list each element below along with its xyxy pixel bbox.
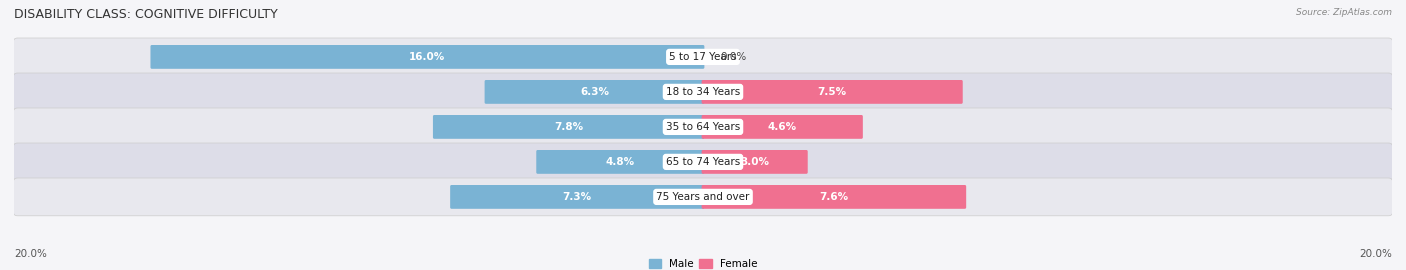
FancyBboxPatch shape bbox=[14, 178, 1392, 216]
FancyBboxPatch shape bbox=[702, 115, 863, 139]
FancyBboxPatch shape bbox=[433, 115, 704, 139]
Legend: Male, Female: Male, Female bbox=[648, 259, 758, 269]
Text: 65 to 74 Years: 65 to 74 Years bbox=[666, 157, 740, 167]
FancyBboxPatch shape bbox=[702, 150, 807, 174]
Text: 5 to 17 Years: 5 to 17 Years bbox=[669, 52, 737, 62]
FancyBboxPatch shape bbox=[14, 143, 1392, 181]
FancyBboxPatch shape bbox=[14, 73, 1392, 111]
Text: 7.5%: 7.5% bbox=[818, 87, 846, 97]
Text: DISABILITY CLASS: COGNITIVE DIFFICULTY: DISABILITY CLASS: COGNITIVE DIFFICULTY bbox=[14, 8, 278, 21]
Text: 20.0%: 20.0% bbox=[1360, 249, 1392, 259]
Text: 7.3%: 7.3% bbox=[562, 192, 592, 202]
FancyBboxPatch shape bbox=[14, 108, 1392, 146]
Text: 0.0%: 0.0% bbox=[720, 52, 747, 62]
FancyBboxPatch shape bbox=[14, 38, 1392, 76]
Text: 20.0%: 20.0% bbox=[14, 249, 46, 259]
FancyBboxPatch shape bbox=[485, 80, 704, 104]
Text: 75 Years and over: 75 Years and over bbox=[657, 192, 749, 202]
Text: 7.6%: 7.6% bbox=[820, 192, 848, 202]
Text: 7.8%: 7.8% bbox=[554, 122, 583, 132]
Text: 3.0%: 3.0% bbox=[740, 157, 769, 167]
Text: 4.6%: 4.6% bbox=[768, 122, 797, 132]
FancyBboxPatch shape bbox=[150, 45, 704, 69]
Text: Source: ZipAtlas.com: Source: ZipAtlas.com bbox=[1296, 8, 1392, 17]
FancyBboxPatch shape bbox=[702, 80, 963, 104]
Text: 6.3%: 6.3% bbox=[581, 87, 609, 97]
FancyBboxPatch shape bbox=[702, 185, 966, 209]
FancyBboxPatch shape bbox=[536, 150, 704, 174]
Text: 35 to 64 Years: 35 to 64 Years bbox=[666, 122, 740, 132]
FancyBboxPatch shape bbox=[450, 185, 704, 209]
Text: 16.0%: 16.0% bbox=[409, 52, 446, 62]
Text: 18 to 34 Years: 18 to 34 Years bbox=[666, 87, 740, 97]
Text: 4.8%: 4.8% bbox=[606, 157, 636, 167]
